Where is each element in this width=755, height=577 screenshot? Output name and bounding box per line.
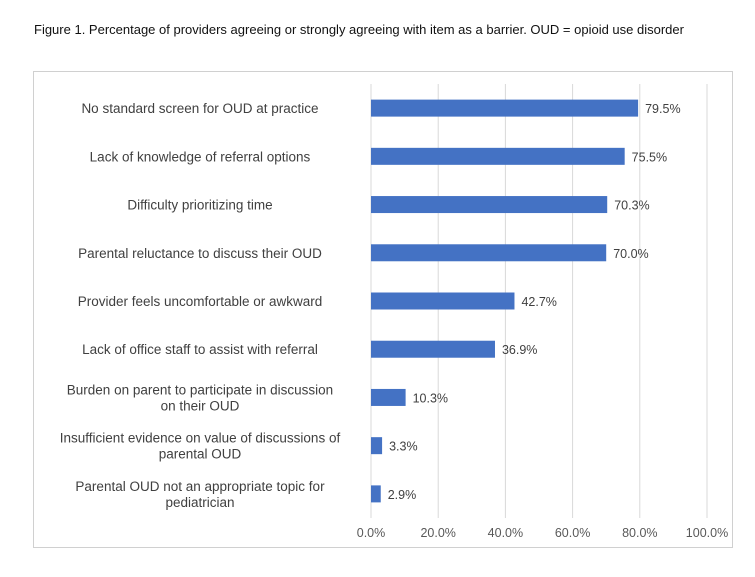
data-label: 3.3% — [389, 440, 418, 454]
x-tick-label: 100.0% — [686, 526, 728, 540]
category-label: Burden on parent to participate in discu… — [67, 382, 333, 413]
category-label: Provider feels uncomfortable or awkward — [78, 294, 323, 309]
data-label: 42.7% — [521, 295, 556, 309]
x-tick-label: 60.0% — [555, 526, 590, 540]
bar — [371, 147, 625, 165]
data-label: 2.9% — [388, 488, 417, 502]
x-tick-label: 0.0% — [357, 526, 386, 540]
bar — [371, 485, 381, 503]
bar — [371, 340, 495, 358]
bar — [371, 292, 515, 310]
category-label: No standard screen for OUD at practice — [81, 101, 318, 116]
bar — [371, 388, 406, 406]
x-tick-label: 20.0% — [420, 526, 455, 540]
category-label: Difficulty prioritizing time — [127, 198, 272, 213]
x-tick-label: 80.0% — [622, 526, 657, 540]
data-label: 10.3% — [413, 391, 448, 405]
category-label: Lack of knowledge of referral options — [90, 149, 311, 164]
data-label: 36.9% — [502, 343, 537, 357]
x-tick-label: 40.0% — [488, 526, 523, 540]
chart-frame — [33, 71, 733, 548]
bar — [371, 99, 639, 117]
figure-caption: Figure 1. Percentage of providers agreei… — [34, 22, 684, 37]
data-label: 70.0% — [613, 247, 648, 261]
data-label: 79.5% — [645, 102, 680, 116]
data-label: 70.3% — [614, 199, 649, 213]
bar — [371, 196, 608, 214]
category-label: Parental OUD not an appropriate topic fo… — [75, 479, 325, 510]
category-label: Parental reluctance to discuss their OUD — [78, 246, 322, 261]
bar — [371, 244, 607, 262]
category-label: Lack of office staff to assist with refe… — [82, 342, 318, 357]
category-label: Insufficient evidence on value of discus… — [60, 431, 341, 462]
bar — [371, 437, 383, 455]
data-label: 75.5% — [632, 150, 667, 164]
